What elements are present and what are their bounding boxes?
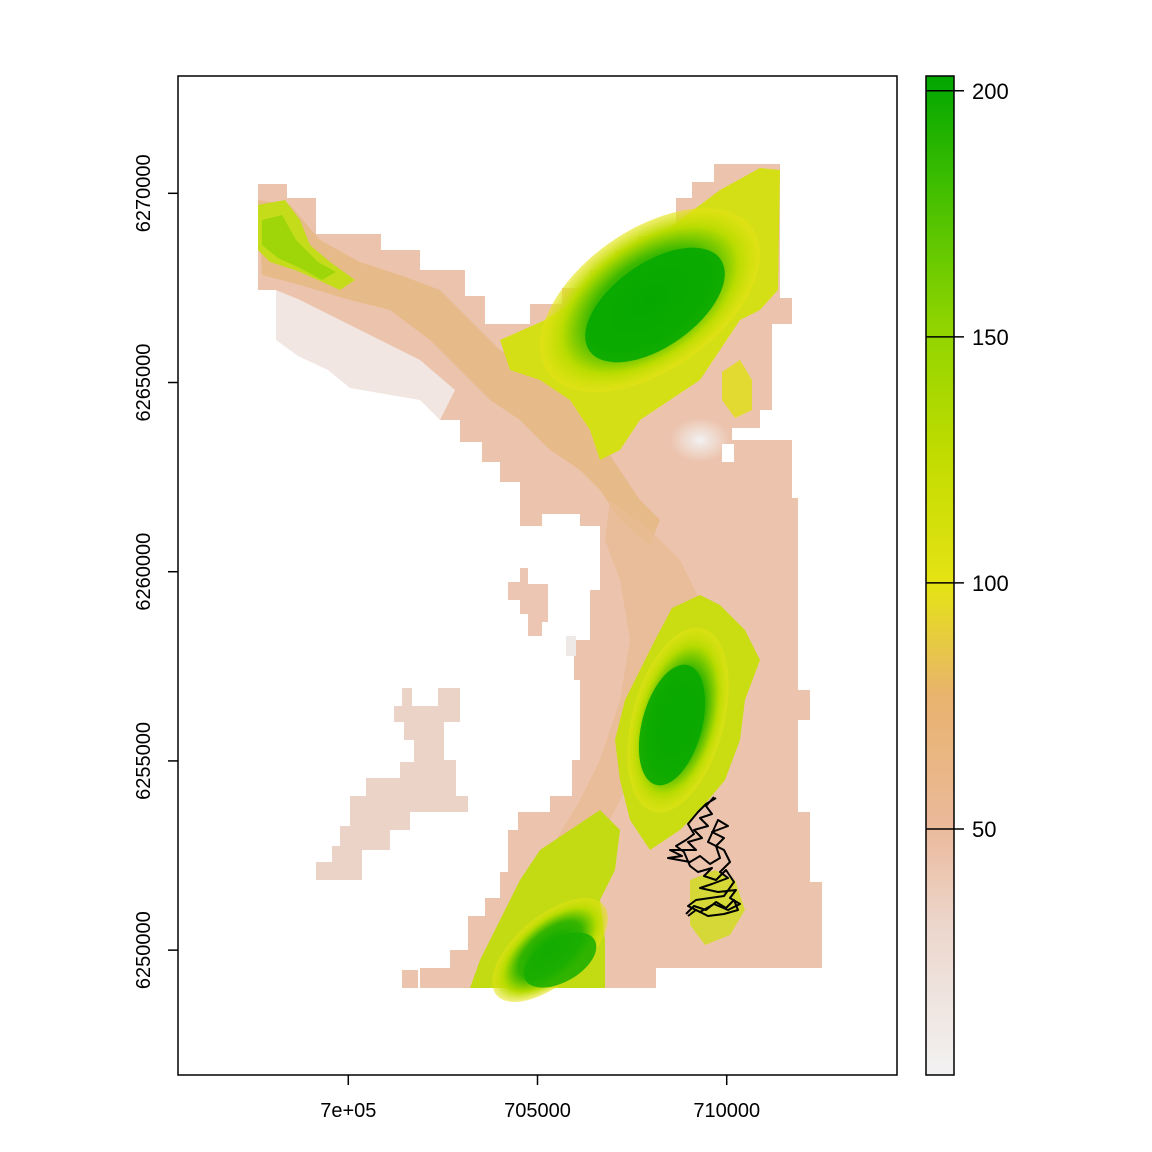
raster-pale-east [670, 418, 730, 462]
legend-tick-label: 100 [972, 571, 1009, 596]
raster-island-3 [566, 636, 576, 656]
elevation-raster [258, 164, 822, 1002]
raster-sw-peak-core [523, 932, 597, 988]
x-axis: 7e+05 705000 710000 [320, 1075, 760, 1122]
y-tick-label: 6260000 [133, 533, 155, 611]
x-tick-label: 705000 [504, 1100, 571, 1122]
y-tick-label: 6255000 [133, 722, 155, 800]
raster-east-yellow [722, 360, 752, 418]
raster-south-peak-core [638, 664, 706, 786]
legend-tick-label: 150 [972, 325, 1009, 350]
raster-ridge-nw-core [262, 215, 336, 280]
raster-low-nw [276, 290, 455, 420]
raster-ridge-north [258, 200, 660, 545]
raster-island-2 [316, 688, 468, 880]
legend-tick-label: 200 [972, 79, 1009, 104]
legend-ticks: 50 100 150 200 [926, 79, 1009, 842]
y-tick-label: 6250000 [133, 911, 155, 989]
raster-gap-ne [722, 428, 792, 462]
track-line-2 [685, 899, 739, 917]
color-legend: 50 100 150 200 [925, 75, 1009, 1076]
track-line [667, 796, 741, 913]
gps-track [667, 796, 741, 917]
y-axis: 6250000 6255000 6260000 6265000 6270000 [133, 154, 178, 989]
x-tick-label: 710000 [693, 1100, 760, 1122]
legend-colorbar [925, 75, 955, 1076]
legend-tick-label: 50 [972, 817, 996, 842]
x-tick-label: 7e+05 [320, 1100, 376, 1122]
raster-island-1 [508, 568, 548, 636]
y-tick-label: 6265000 [133, 344, 155, 422]
y-tick-label: 6270000 [133, 154, 155, 232]
raster-north-peak-core [585, 247, 725, 363]
